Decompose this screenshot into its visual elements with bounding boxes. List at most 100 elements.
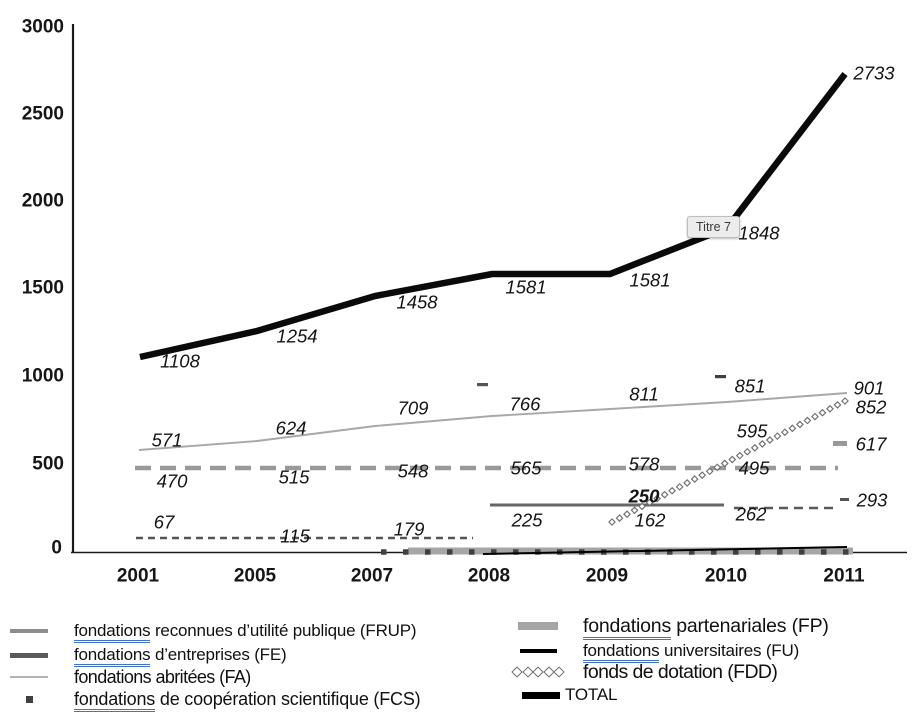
legend-label: fonds de dotation (FDD)	[583, 660, 778, 684]
fa-line-swatch-icon	[10, 676, 48, 678]
fcs-square-swatch-icon	[26, 695, 33, 703]
label-total-2008: 1581	[505, 277, 546, 298]
legend-item-total: TOTAL	[522, 684, 617, 706]
x-tick: 2005	[234, 566, 277, 587]
label-fa-2001: 571	[152, 430, 183, 451]
label-total-2007: 1458	[396, 292, 438, 313]
legend-item-fu: fondations universitaires (FU)	[520, 640, 800, 663]
label-fe-2009: 250	[628, 486, 661, 507]
x-tick: 2010	[705, 566, 747, 587]
dash-marker	[477, 383, 488, 387]
legend-label-rest: de coopération scientifique (FCS)	[155, 688, 421, 709]
legend-label-underlined: fondations	[583, 641, 660, 663]
label-frup-2007: 548	[398, 461, 430, 482]
label-fdd-2009: 162	[635, 510, 667, 531]
label-fe-2005: 115	[280, 526, 310, 547]
legend-item-fcs: fondations de coopération scientifique (…	[10, 688, 421, 712]
legend-label: fondations partenariales (FP)	[583, 614, 829, 640]
labels-fdd: 162 495 852	[635, 397, 888, 531]
legend-item-fe: fondations d’entreprises (FE)	[10, 644, 287, 667]
fu-line-swatch-icon	[520, 648, 557, 654]
label-fdd-2011: 852	[856, 397, 888, 418]
legend-item-fp: fondations partenariales (FP)	[518, 614, 829, 640]
legend-label-rest: reconnues d’utilité publique (FRUP)	[150, 621, 417, 640]
labels-fe: 67 115 179 225 250 262 293	[154, 486, 888, 547]
legend-label-underlined: fondations	[74, 621, 151, 643]
line-chart: 3000 2500 2000 1500 1000 500 0	[22, 17, 907, 587]
x-tick: 2008	[468, 566, 510, 587]
fdd-diamonds-swatch-icon	[511, 666, 565, 678]
label-total-2010: 1848	[738, 223, 780, 244]
series-fdd-line	[608, 397, 849, 526]
total-line-swatch-icon	[522, 691, 560, 699]
legend-label-underlined: fondations	[74, 645, 151, 667]
tooltip-text: Titre 7	[696, 220, 731, 234]
y-tick: 0	[51, 538, 62, 559]
label-fdd-2010: 495	[739, 458, 771, 479]
y-tick: 1000	[22, 366, 64, 387]
label-fe-2001: 67	[154, 512, 175, 533]
series-fu-line	[482, 546, 848, 555]
legend-label-rest: TOTAL	[565, 685, 618, 704]
legend-label-underlined: fondations	[74, 688, 155, 712]
label-frup-2001: 470	[157, 471, 189, 492]
series-fa-line	[138, 392, 848, 451]
x-tick: 2007	[351, 566, 393, 587]
labels-total: 1108 1254 1458 1581 1581 1848 2733	[160, 63, 895, 372]
label-total-2011: 2733	[852, 63, 895, 84]
y-tick: 1500	[22, 278, 64, 299]
legend-label-rest: fonds de dotation (FDD)	[583, 660, 778, 683]
label-total-2005: 1254	[276, 326, 317, 347]
y-axis-labels: 3000 2500 2000 1500 1000 500 0	[22, 17, 64, 559]
label-frup-2011: 617	[856, 434, 888, 455]
label-fa-2009: 811	[629, 384, 659, 405]
frup-2011-marker	[833, 441, 847, 446]
legend-label: fondations universitaires (FU)	[583, 641, 800, 663]
legend-label-rest: universitaires (FU)	[659, 641, 800, 660]
x-tick: 2011	[823, 566, 865, 587]
y-tick: 2500	[22, 104, 64, 125]
fe-2011-marker	[840, 498, 849, 501]
legend-label: TOTAL	[565, 685, 617, 705]
label-fe-2010: 262	[735, 504, 768, 525]
legend-label-rest: d’entreprises (FE)	[150, 645, 287, 664]
legend-label-underlined: fondations	[583, 614, 671, 640]
dash-marker	[715, 375, 726, 379]
fp-line-swatch-icon	[518, 622, 558, 630]
legend-label-rest: partenariales (FP)	[671, 614, 829, 637]
legend-item-frup: fondations reconnues d’utilité publique …	[10, 620, 417, 643]
y-tick: 500	[32, 454, 64, 475]
label-fa-2011: 901	[854, 378, 885, 399]
label-fe-2011: 293	[856, 490, 889, 511]
fe-line-swatch-icon	[10, 652, 48, 658]
series-total-line	[139, 72, 848, 361]
y-tick: 3000	[22, 17, 64, 38]
frup-line-swatch-icon	[10, 629, 48, 633]
label-fa-2005: 624	[276, 418, 307, 439]
y-tick: 2000	[22, 191, 64, 212]
x-tick: 2001	[117, 566, 160, 587]
label-total-2009: 1581	[629, 270, 670, 291]
legend-label-rest: fondations abritées (FA)	[74, 666, 251, 687]
legend-item-fdd: fonds de dotation (FDD)	[511, 660, 778, 684]
label-fa-2007: 709	[398, 398, 429, 419]
label-fa-2008: 766	[510, 394, 542, 415]
tooltip-titre7: Titre 7	[687, 216, 740, 238]
label-fa-2010: 851	[735, 376, 766, 397]
label-frup-2009: 578	[629, 454, 661, 475]
label-fe-2008: 225	[511, 510, 544, 531]
labels-fa: 571 624 709 766 811 851 901	[152, 376, 885, 451]
legend-label: fondations de coopération scientifique (…	[74, 688, 421, 712]
labels-frup: 470 515 548 565 578 595 617	[157, 421, 888, 492]
legend-item-fa: fondations abritées (FA)	[10, 666, 251, 688]
label-total-2001: 1108	[160, 351, 200, 372]
legend-label: fondations abritées (FA)	[74, 667, 251, 688]
label-frup-2010: 595	[737, 421, 769, 442]
x-axis-labels: 2001 2005 2007 2008 2009 2010 2011	[117, 566, 865, 587]
x-tick: 2009	[586, 566, 628, 587]
legend-label: fondations reconnues d’utilité publique …	[74, 621, 417, 643]
label-frup-2005: 515	[279, 467, 311, 488]
label-frup-2008: 565	[511, 458, 543, 479]
label-fe-2007: 179	[394, 519, 425, 540]
